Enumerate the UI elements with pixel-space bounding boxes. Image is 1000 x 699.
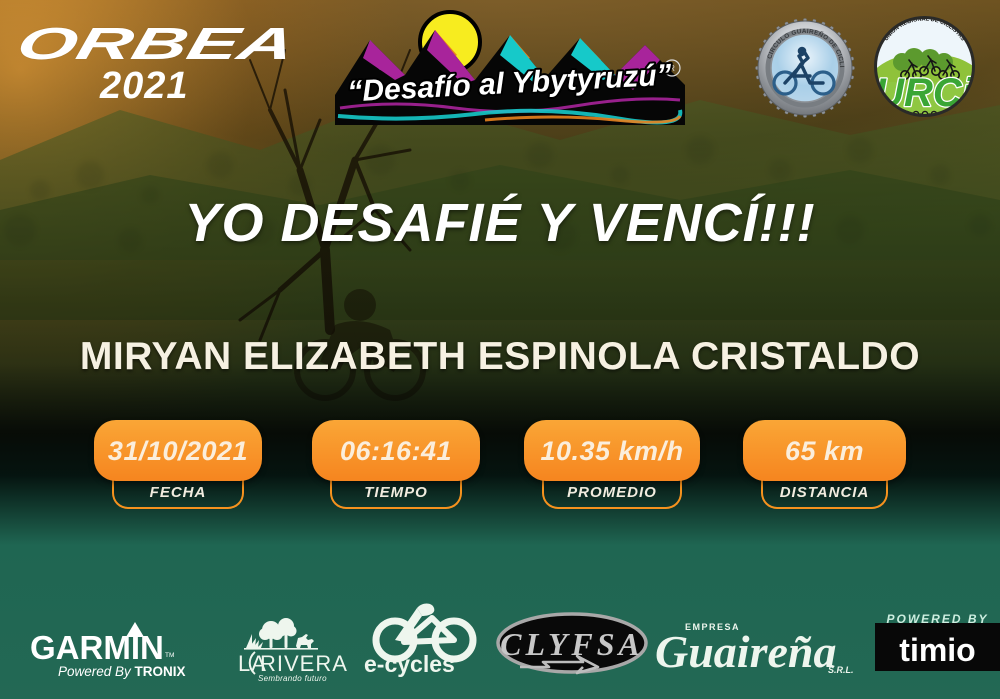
svg-text:CLYFSA: CLYFSA bbox=[500, 626, 644, 662]
svg-text:RIVERA: RIVERA bbox=[260, 651, 348, 676]
svg-text:TM: TM bbox=[165, 652, 174, 659]
svg-text:Guaireña: Guaireña bbox=[655, 626, 836, 677]
svg-text:URCi: URCi bbox=[875, 71, 974, 115]
svg-text:GARMIN: GARMIN bbox=[30, 629, 164, 666]
svg-text:LA: LA bbox=[238, 651, 267, 676]
svg-text:S.R.L.: S.R.L. bbox=[828, 665, 854, 675]
svg-text:Sembrando futuro: Sembrando futuro bbox=[258, 674, 327, 683]
svg-text:Powered By TRONIX: Powered By TRONIX bbox=[58, 664, 186, 679]
svg-text:e-cycles: e-cycles bbox=[364, 651, 455, 677]
